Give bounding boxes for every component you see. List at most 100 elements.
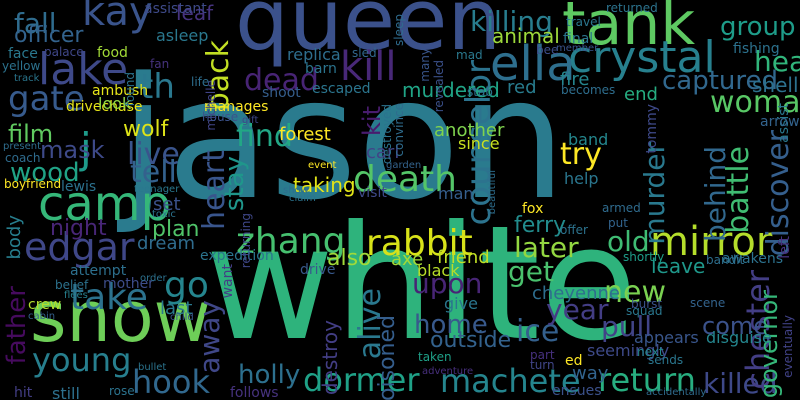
word-forest: forest [279, 124, 331, 145]
word-taking: taking [293, 173, 356, 197]
word-escaped: escaped [312, 81, 371, 97]
word-come: come [702, 312, 769, 340]
word-shoot: shoot [262, 85, 301, 101]
word-upon: upon [412, 267, 483, 300]
word-fishing: fishing [733, 41, 780, 57]
word-help: help [564, 169, 599, 188]
word-since: since [458, 134, 500, 153]
word-way: way [572, 363, 609, 384]
word-assistant: assistant [144, 1, 207, 17]
word-cabin: cabin [28, 311, 56, 322]
word-adventure: adventure [422, 366, 474, 377]
word-edgar: edgar [24, 225, 135, 269]
word-zhang: zhang [236, 221, 346, 262]
word-turn: turn [530, 358, 555, 372]
word-scene: scene [690, 296, 726, 310]
word-returned: returned [606, 1, 658, 15]
word-crystal: crystal [568, 32, 716, 83]
word-leaf: leaf [176, 1, 214, 25]
word-house: house [202, 110, 239, 124]
word-red: red [507, 77, 537, 98]
word-live: live [127, 137, 180, 172]
word-fall: fall [14, 7, 57, 40]
word-look: look [98, 94, 132, 113]
word-jason: jason [120, 41, 567, 237]
word-return: return [598, 361, 696, 399]
word-drive: drive [300, 262, 336, 278]
word-found: found [123, 72, 137, 107]
word-murdered: murdered [402, 78, 500, 102]
word-palace: palace [44, 45, 84, 59]
word-lewis: lewis [61, 179, 97, 195]
word-left: left [777, 236, 793, 259]
word-bullet: bullet [138, 362, 167, 373]
word-fire: fire [560, 69, 590, 90]
word-rose: rose [109, 384, 135, 398]
word-poisoned: poisoned [375, 315, 400, 400]
word-offer: offer [560, 223, 588, 237]
word-revealed: revealed [432, 60, 446, 113]
word-group: group [720, 12, 796, 42]
word-away: away [193, 300, 226, 374]
word-go: go [164, 265, 209, 306]
word-killed: killed [703, 367, 778, 400]
word-hit: hit [14, 385, 33, 400]
word-mask: mask [40, 136, 105, 164]
word-officer: officer [14, 23, 84, 48]
word-ensues: ensues [552, 383, 602, 399]
word-awakens: awakens [722, 251, 783, 267]
word-track: track [14, 73, 40, 84]
word-find: find [236, 119, 293, 154]
word-next: next [637, 345, 664, 359]
word-visit: visit [358, 185, 387, 201]
word-set: set [153, 194, 181, 215]
word-later: later [514, 231, 579, 264]
word-claim: claim [289, 193, 316, 204]
word-travel: travel [566, 15, 601, 29]
word-last: last [160, 298, 193, 319]
word-kay: kay [82, 0, 153, 35]
word-dream: dream [137, 233, 196, 254]
word-arrow: arrow [760, 114, 800, 130]
word-put: put [608, 216, 628, 230]
word-queen: queen [235, 0, 502, 70]
word-plan: plan [152, 217, 200, 242]
word-also: also [327, 246, 372, 271]
word-many: many [418, 48, 432, 82]
word-want: want [220, 264, 236, 299]
word-face: face [8, 46, 38, 62]
word-black: black [417, 261, 460, 280]
word-ambush: ambush [92, 83, 149, 99]
word-toxic: toxic [152, 209, 176, 220]
word-accidentally: accidentally [646, 387, 707, 398]
word-attempt: attempt [70, 263, 127, 279]
word-friend: friend [437, 247, 490, 268]
word-sleep: sleep [392, 14, 406, 46]
word-end: end [624, 84, 658, 105]
word-dead: dead [244, 63, 319, 98]
word-replica: replica [287, 45, 341, 64]
word-death: death [353, 159, 457, 200]
word-old: old [607, 225, 650, 258]
word-coach: coach [5, 151, 41, 165]
word-dormer: dormer [303, 361, 420, 399]
word-year: year [546, 293, 609, 326]
word-captured: captured [662, 66, 779, 96]
word-axe: axe [391, 249, 424, 270]
word-show: show [283, 185, 309, 196]
word-drivechase: drivechase [66, 99, 143, 115]
word-disguise: disguise [706, 328, 772, 347]
word-get: get [508, 255, 554, 288]
word-still: still [52, 384, 80, 400]
word-burst: burst [631, 297, 663, 311]
word-barn: barn [305, 61, 337, 77]
word-wood: wood [10, 158, 80, 188]
word-appears: appears [634, 328, 699, 347]
word-manages: manages [204, 99, 269, 115]
word-father: father [2, 286, 32, 365]
word-tell: tell [130, 155, 177, 190]
word-destroy: destroy [318, 320, 342, 396]
word-body: body [4, 215, 25, 260]
word-holly: holly [238, 360, 301, 390]
